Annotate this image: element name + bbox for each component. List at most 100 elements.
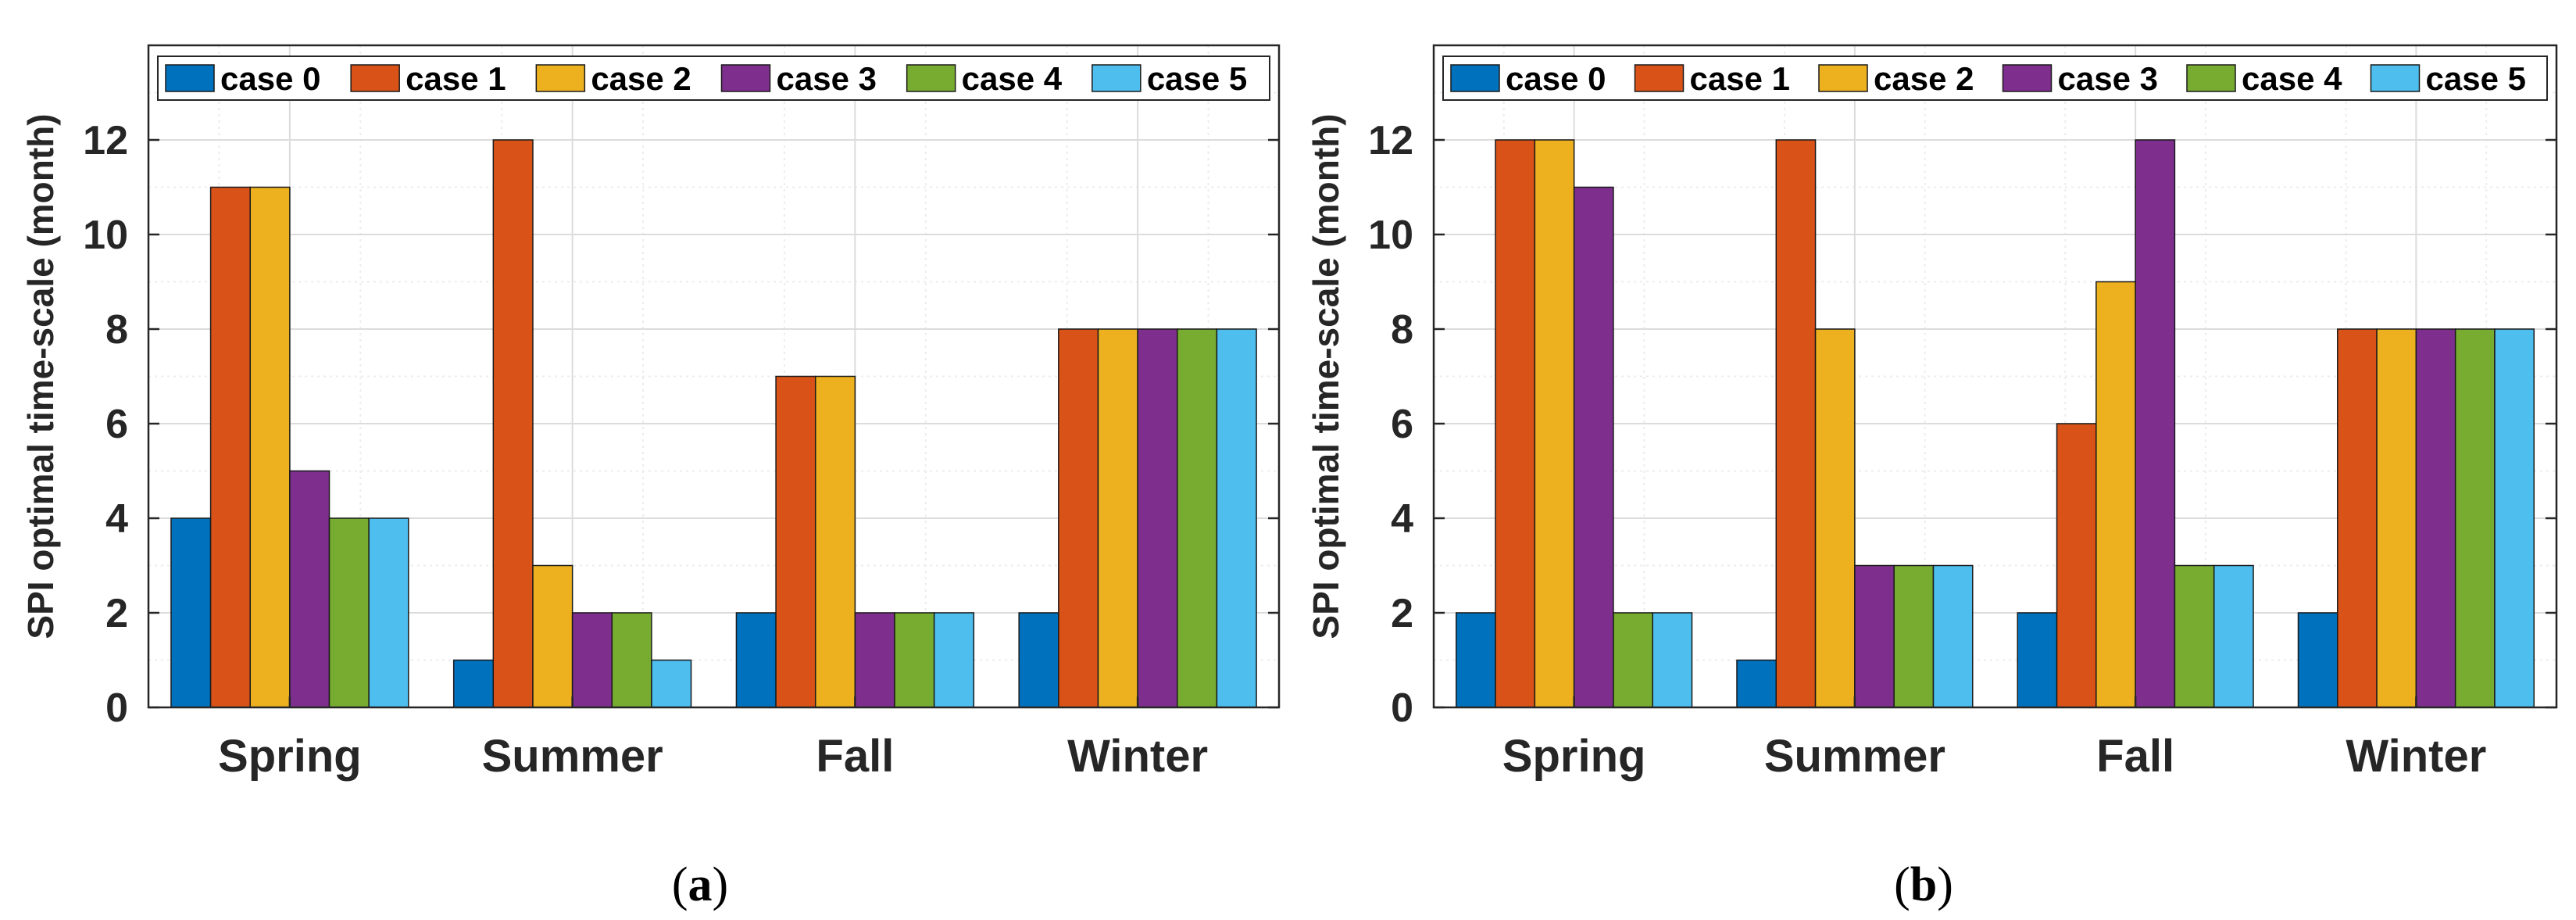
y-tick-label: 8 [105, 307, 128, 353]
bar-case-4-spring [1613, 612, 1653, 708]
bar-case-2-fall [2095, 281, 2136, 708]
bar-case-4-summer [611, 612, 652, 708]
y-tick-label: 6 [1391, 402, 1413, 447]
legend-label-case-2: case 2 [1874, 60, 1974, 97]
y-tick-label: 4 [1391, 496, 1413, 542]
legend-label-case-2: case 2 [591, 60, 691, 97]
panel-label-letter: a [688, 858, 713, 911]
y-tick-label: 4 [105, 496, 128, 542]
legend-label-case-5: case 5 [2426, 60, 2526, 97]
bar-case-2-spring [1534, 139, 1575, 708]
legend-swatch-case-2 [535, 64, 586, 92]
y-tick-label: 6 [105, 402, 128, 447]
bar-case-4-fall [894, 612, 935, 708]
panel-label-close-paren: ) [713, 858, 729, 911]
panel-label-letter: b [1910, 858, 1937, 911]
legend-box [157, 55, 1270, 101]
bar-case-3-winter [1137, 328, 1178, 708]
bar-case-0-winter [1018, 612, 1059, 708]
bar-case-3-spring [289, 470, 330, 708]
panel-label: (a) [672, 858, 728, 911]
bar-case-2-winter [2376, 328, 2417, 708]
legend-swatch-case-3 [2002, 64, 2053, 92]
bar-case-1-winter [1058, 328, 1099, 708]
bar-case-0-winter [2297, 612, 2338, 708]
legend-swatch-case-5 [2370, 64, 2421, 92]
legend-swatch-case-1 [350, 64, 400, 92]
bar-case-0-summer [1736, 659, 1777, 708]
panel-label: (b) [1894, 858, 1953, 911]
legend-swatch-case-5 [1091, 64, 1142, 92]
legend-label-case-4: case 4 [962, 60, 1063, 97]
legend-box [1442, 55, 2548, 101]
bar-case-5-summer [1932, 564, 1974, 708]
bar-case-4-winter [2454, 328, 2496, 708]
y-tick-label: 10 [1368, 213, 1413, 258]
y-axis-label: SPI optimal time-scale (month) [20, 113, 61, 639]
x-tick-label: Summer [482, 731, 663, 782]
legend-swatch-case-0 [1450, 64, 1500, 92]
bar-case-5-winter [1216, 328, 1257, 708]
bar-case-3-summer [571, 612, 613, 708]
chart-panel-b: 0 2 4 6 8 10 12 Spring Summer Fall Winter SPI optim… [1306, 44, 2558, 911]
bar-case-5-summer [651, 659, 692, 708]
bar-case-2-summer [1814, 328, 1856, 708]
y-tick-label: 0 [1391, 686, 1413, 731]
legend-swatch-case-2 [1818, 64, 1868, 92]
bar-case-4-summer [1893, 564, 1935, 708]
bar-case-2-spring [249, 186, 291, 708]
legend-label-case-3: case 3 [777, 60, 877, 97]
legend-swatch-case-1 [1634, 64, 1685, 92]
bar-case-1-fall [2056, 423, 2097, 708]
bar-case-3-spring [1573, 186, 1614, 708]
legend-swatch-case-4 [2186, 64, 2236, 92]
chart-panel-a: 0 2 4 6 8 10 12 Spring Summer Fall Winter SPI optim… [20, 44, 1281, 911]
y-tick-label: 8 [1391, 307, 1413, 353]
legend-label-case-1: case 1 [406, 60, 506, 97]
legend: case 0 case 1 case 2 case 3 case 4 case 5 [157, 55, 1270, 101]
y-tick-label: 12 [1368, 118, 1413, 163]
bar-case-0-fall [735, 612, 777, 708]
x-tick-label: Spring [218, 731, 362, 782]
bar-case-3-fall [854, 612, 895, 708]
y-axis-label: SPI optimal time-scale (month) [1306, 113, 1346, 639]
legend-swatch-case-3 [720, 64, 771, 92]
bar-case-5-spring [368, 517, 409, 708]
axes-box [147, 44, 1281, 709]
x-tick-label: Spring [1502, 731, 1646, 782]
bar-case-0-spring [170, 517, 212, 708]
bar-case-2-fall [814, 375, 856, 708]
bar-case-2-summer [532, 564, 573, 708]
bar-case-1-winter [2337, 328, 2378, 708]
y-tick-label: 10 [83, 213, 128, 258]
bar-case-3-winter [2415, 328, 2456, 708]
bar-case-5-spring [1652, 612, 1693, 708]
legend-swatch-case-4 [906, 64, 956, 92]
bar-case-0-summer [452, 659, 495, 708]
x-tick-label: Winter [1067, 731, 1208, 782]
bar-case-3-summer [1854, 564, 1895, 708]
bar-case-3-fall [2135, 139, 2176, 708]
bar-case-1-summer [492, 139, 534, 708]
legend-label-case-1: case 1 [1690, 60, 1790, 97]
panel-label-close-paren: ) [1937, 858, 1953, 911]
axes-box [1432, 44, 2558, 709]
bar-case-0-spring [1455, 612, 1496, 708]
legend-label-case-0: case 0 [220, 60, 320, 97]
y-tick-label: 0 [105, 686, 128, 731]
y-tick-label: 2 [105, 591, 128, 636]
bar-case-1-spring [209, 186, 251, 708]
legend-label-case-5: case 5 [1147, 60, 1247, 97]
legend-label-case-3: case 3 [2058, 60, 2158, 97]
x-tick-label: Fall [816, 731, 894, 782]
x-tick-label: Fall [2096, 731, 2174, 782]
bar-case-5-winter [2494, 328, 2535, 708]
bar-case-0-fall [2017, 612, 2058, 708]
y-tick-label: 12 [83, 118, 128, 163]
bar-case-1-fall [775, 375, 816, 708]
legend-swatch-case-0 [165, 64, 215, 92]
bar-case-4-spring [328, 517, 370, 708]
bar-case-5-fall [2213, 564, 2254, 708]
legend: case 0 case 1 case 2 case 3 case 4 case 5 [1442, 55, 2548, 101]
